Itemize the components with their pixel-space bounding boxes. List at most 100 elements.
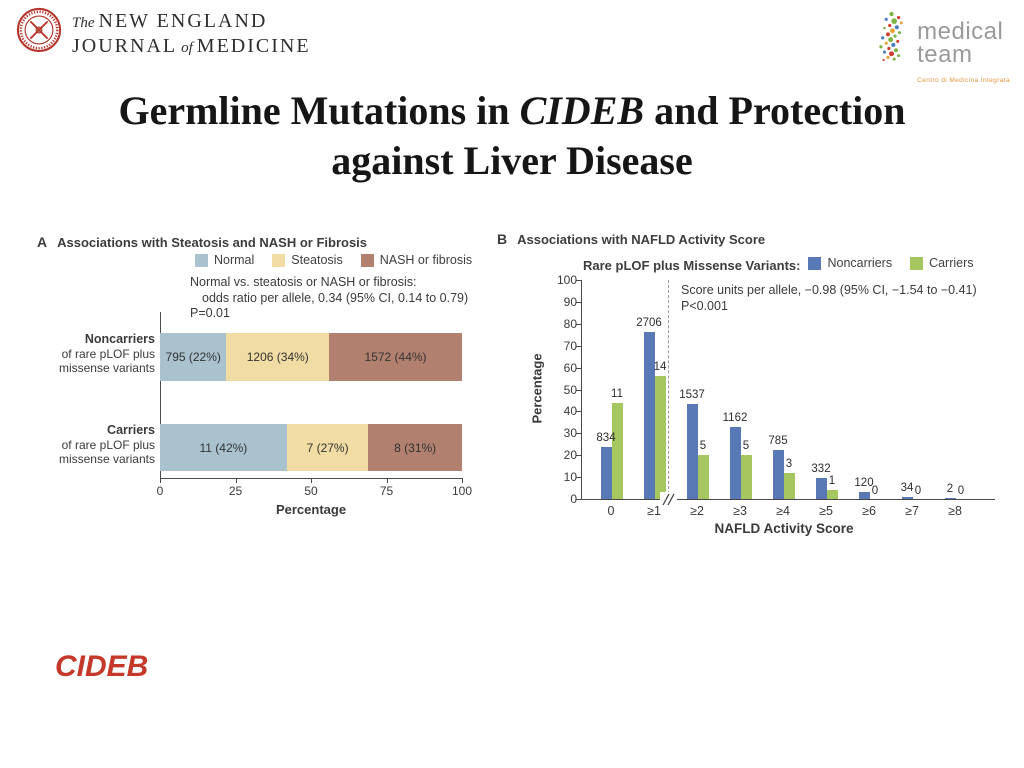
panel-b-x-axis: [581, 499, 995, 500]
panel-a-segment-steatosis: 1206 (34%): [226, 333, 330, 381]
nejm-the: The: [72, 15, 95, 31]
panel-b-y-tick-label: 0: [570, 492, 577, 506]
panel-a-y-axis: [160, 312, 161, 478]
panel-b-group-ge2: 1537 5 ≥2: [676, 280, 719, 518]
panel-b-legend-title: Rare pLOF plus Missense Variants:: [583, 257, 801, 273]
carriers-bar: [611, 403, 623, 499]
noncarriers-bar: [815, 478, 827, 499]
footer-line2: …un target potenziale per prevenire l’ev…: [55, 762, 842, 768]
panel-b-y-tick-label: 60: [563, 360, 577, 375]
panel-b-group-ge1: 2706 14 ≥1: [633, 280, 676, 518]
panel-b-y-tick-label: 100: [556, 273, 577, 287]
panel-a-x-axis-label: Percentage: [275, 502, 347, 517]
panel-a-tick-label: 50: [304, 484, 318, 498]
nash-or-fibrosis-swatch-icon: [360, 253, 374, 267]
panel-b-y-tick: [576, 301, 581, 303]
legend-item: NASH or fibrosis: [360, 253, 472, 267]
panel-a-tick: [462, 478, 463, 483]
nejm-medicine: MEDICINE: [196, 35, 311, 57]
panel-a-segment-normal: 11 (42%): [160, 424, 287, 471]
slide-title: Germline Mutations in CIDEB and Protecti…: [0, 86, 1024, 186]
panel-a-segment-value: 795 (22%): [165, 350, 221, 364]
panel-b-annotation: Score units per allele, −0.98 (95% CI, −…: [681, 282, 977, 314]
panel-a-segment-value: 1206 (34%): [246, 350, 309, 364]
carriers-count-label: 1: [828, 475, 836, 487]
steatosis-swatch-icon: [272, 253, 286, 267]
nejm-seal-icon: [16, 7, 62, 53]
panel-b-x-tick-label: ≥1: [647, 504, 661, 518]
panel-b-annotation-line2: P<0.001: [681, 299, 728, 313]
panel-a-title: A Associations with Steatosis and NASH or…: [37, 234, 368, 250]
panel-b-title: B Associations with NAFLD Activity Score: [497, 231, 766, 247]
panel-b-y-tick-label: 80: [563, 316, 577, 331]
panel-b-axis-break-divider: [668, 280, 669, 499]
panel-b-y-tick: [576, 389, 581, 391]
noncarriers-bar: [858, 492, 870, 499]
panel-a-tick: [311, 478, 312, 483]
panel-b-group-0: 834 11 0: [590, 280, 633, 518]
panel-a-figure: A Associations with Steatosis and NASH or…: [35, 228, 487, 520]
panel-a-segment-normal: 795 (22%): [160, 333, 227, 381]
panel-a-segment-value: 1572 (44%): [364, 350, 427, 364]
panel-a-tick: [386, 478, 388, 483]
panel-b-group-ge4: 785 3 ≥4: [762, 280, 805, 518]
medical-team-logo: medical team Centro di Medicina Integrat…: [865, 6, 1010, 92]
panel-b-x-tick-label: ≥2: [690, 504, 704, 518]
panel-a-tick-label: 100: [451, 484, 473, 498]
legend-item: Steatosis: [272, 253, 343, 267]
footer-takeaway-text: CIDEB …un target potenziale per prevenir…: [55, 574, 842, 768]
panel-b-group-ge7: 34 0 ≥7: [891, 280, 934, 518]
normal-swatch-icon: [195, 253, 208, 267]
panel-b-y-tick: [576, 411, 581, 413]
medical-team-tagline: Centro di Medicina Integrata: [917, 77, 1010, 84]
noncarriers-bar: [686, 404, 698, 499]
panel-a-row-label-carriers: Carriers of rare pLOF plus missense vari…: [58, 423, 155, 466]
noncarriers-count-label: 834: [596, 432, 616, 444]
panel-a-annotation-line3: P=0.01: [190, 306, 230, 320]
panel-b-y-axis-label: Percentage: [529, 353, 545, 424]
panel-b-y-tick-label: 20: [563, 448, 577, 463]
panel-b-y-tick-label: 30: [563, 426, 577, 441]
footer-line1: CIDEB: [55, 650, 149, 683]
nejm-new-england: NEW ENGLAND: [98, 10, 268, 32]
panel-b-x-tick-label: ≥4: [776, 504, 790, 518]
carriers-swatch-icon: [910, 256, 924, 270]
panel-b-annotation-line1: Score units per allele, −0.98 (95% CI, −…: [681, 283, 977, 297]
medical-team-line1: medical: [917, 18, 1004, 45]
noncarriers-count-label: 785: [768, 435, 788, 447]
medical-team-line2: team: [917, 41, 973, 68]
panel-b-y-tick-label: 70: [563, 338, 577, 353]
panel-b-x-tick-label: 0: [607, 504, 615, 518]
slide-title-line2: against Liver Disease: [331, 138, 693, 183]
noncarriers-count-label: 332: [811, 463, 831, 475]
panel-b-y-tick: [576, 477, 581, 479]
noncarriers-swatch-icon: [808, 256, 822, 270]
panel-a-tick: [235, 478, 237, 483]
panel-b-y-tick-label: 50: [563, 382, 577, 397]
carriers-count-label: 5: [699, 440, 707, 452]
panel-b-x-tick-label: ≥5: [819, 504, 833, 518]
legend-item: Noncarriers: [808, 256, 892, 270]
slide-title-line1: Germline Mutations in CIDEB and Protecti…: [118, 88, 906, 133]
legend-label: Carriers: [929, 256, 974, 270]
carriers-bar: [740, 455, 752, 499]
panel-a-segment-nash-or-fibrosis: 1572 (44%): [329, 333, 462, 381]
legend-item: Carriers: [910, 256, 974, 270]
legend-label: Steatosis: [291, 253, 343, 267]
panel-b-x-axis-label: NAFLD Activity Score: [714, 521, 854, 536]
panel-a-tick: [160, 478, 161, 483]
carriers-count-label: 0: [914, 485, 922, 497]
carriers-count-label: 3: [785, 458, 793, 470]
legend-item: Normal: [195, 253, 254, 267]
carriers-bar: [783, 473, 795, 499]
panel-a-legend: Normal Steatosis NASH or fibrosis: [195, 253, 490, 270]
panel-b-group-ge8: 2 0 ≥8: [934, 280, 977, 518]
panel-b-legend: Rare pLOF plus Missense Variants: Noncarr…: [583, 256, 992, 273]
panel-b-y-tick-label: 90: [563, 294, 577, 309]
noncarriers-bar: [901, 497, 913, 499]
panel-b-y-tick-label: 40: [563, 404, 577, 419]
legend-label: Noncarriers: [827, 256, 893, 270]
panel-b-x-tick-label: ≥6: [862, 504, 876, 518]
carriers-count-label: 0: [871, 485, 879, 497]
